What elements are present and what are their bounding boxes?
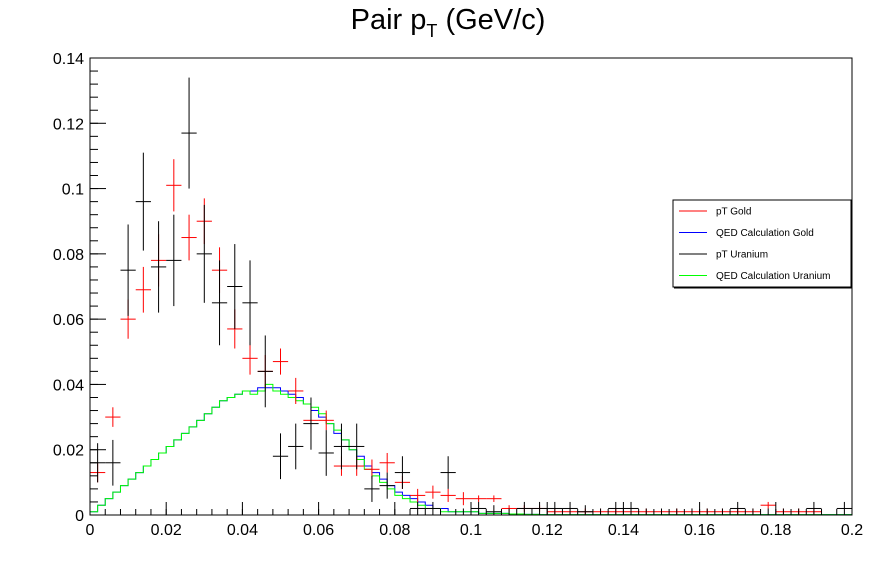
pt-uranium-point <box>288 423 304 470</box>
pt-uranium-point <box>516 501 532 515</box>
pt-uranium-point <box>577 505 593 515</box>
x-tick-label: 0.12 <box>532 522 563 539</box>
y-tick-label: 0.14 <box>53 51 84 68</box>
pt-gold-point <box>471 495 487 502</box>
pt-uranium-point <box>272 433 289 480</box>
x-tick-label: 0.06 <box>303 522 334 539</box>
pt-uranium-point <box>562 501 578 515</box>
pt-uranium-point <box>211 260 228 346</box>
pt-uranium-point <box>166 214 182 307</box>
legend: pT Gold QED Calculation Gold pT Uranium QED… <box>672 199 852 289</box>
pt-gold-point <box>425 485 441 499</box>
legend-label-pt-gold: pT Gold <box>716 207 751 218</box>
legend-label-pt-uranium: pT Uranium <box>716 250 768 261</box>
pt-uranium-point <box>730 501 746 515</box>
pt-uranium-point <box>760 508 776 516</box>
pt-uranium-point <box>150 221 167 313</box>
pt-gold-point <box>181 214 197 261</box>
y-tick-label: 0.04 <box>53 377 84 394</box>
y-tick-label: 0.06 <box>53 312 84 329</box>
pt-gold-point <box>486 495 502 502</box>
pt-uranium-point <box>196 204 212 303</box>
y-tick-label: 0.1 <box>62 182 84 199</box>
pt-uranium-point <box>547 501 563 515</box>
pt-uranium-point <box>486 505 502 515</box>
pt-uranium-point <box>364 475 380 502</box>
pt-uranium-point <box>257 335 273 408</box>
pt-gold-point <box>288 377 304 405</box>
qed-curves <box>89 383 852 516</box>
pt-uranium-point <box>623 501 639 515</box>
x-tick-label: 0.14 <box>608 522 639 539</box>
pt-uranium-point <box>531 501 548 515</box>
pt-uranium-point <box>227 244 243 329</box>
legend-box <box>672 199 852 288</box>
pt-uranium-point <box>806 501 822 515</box>
pt-uranium-point <box>394 456 411 489</box>
pt-uranium-point <box>303 397 319 450</box>
pt-gold-point <box>410 488 426 502</box>
y-tick-label: 0.08 <box>53 247 84 264</box>
pt-gold-point <box>166 159 182 212</box>
x-tick-label: 0.16 <box>684 522 715 539</box>
legend-label-qed-calculation-uranium: QED Calculation Uranium <box>716 271 831 282</box>
pt-uranium-point <box>333 423 350 470</box>
pt-gold-point <box>440 488 456 502</box>
y-axis: 0 0.02 0.04 0.06 0.08 0.1 0.12 0.14 <box>53 51 106 525</box>
pt-gold-point <box>379 452 395 473</box>
pt-gold-point <box>760 501 776 509</box>
pt-uranium-point <box>836 501 852 515</box>
x-tick-label: 0.18 <box>760 522 791 539</box>
y-tick-label: 0.12 <box>53 116 84 133</box>
pt-gold-point <box>105 407 121 427</box>
chart-title-main: Pair p <box>350 4 427 36</box>
data-points <box>90 77 852 516</box>
pt-uranium-point <box>471 501 487 515</box>
pt-uranium-point <box>425 501 441 515</box>
pt-uranium-point <box>440 456 456 489</box>
pt-gold-point <box>135 266 151 313</box>
chart-title-unit: (GeV/c) <box>437 4 546 36</box>
pt-uranium-point <box>318 430 334 476</box>
pt-uranium-point <box>242 260 258 346</box>
y-tick-label: 0.02 <box>53 443 84 460</box>
pt-uranium-point <box>379 472 395 499</box>
qed-calculation-gold-curve <box>89 387 852 516</box>
pt-uranium-point <box>105 439 121 486</box>
pt-uranium-point <box>410 501 426 515</box>
chart-title-subscript: T <box>426 21 438 41</box>
x-tick-label: 0.08 <box>379 522 410 539</box>
pt-uranium-point <box>181 77 197 189</box>
x-tick-label: 0.2 <box>841 522 863 539</box>
pt-uranium-point <box>349 423 365 470</box>
x-axis: 0 0.02 0.04 0.06 0.08 0.1 0.12 0.14 0.16 0.18 0.2 <box>86 502 863 539</box>
pt-gold-point <box>455 492 471 506</box>
qed-calculation-uranium-curve <box>89 383 852 516</box>
x-tick-label: 0.1 <box>460 522 482 539</box>
pt-gold-point <box>272 348 289 375</box>
pt-gold-point <box>318 410 334 431</box>
legend-label-qed-calculation-gold: QED Calculation Gold <box>716 228 814 239</box>
pt-gold-point <box>242 341 258 375</box>
pt-uranium-point <box>608 501 624 515</box>
pt-uranium-point <box>135 152 151 251</box>
pt-uranium-point <box>120 224 136 316</box>
y-tick-label: 0 <box>75 508 84 525</box>
x-tick-label: 0.02 <box>151 522 182 539</box>
chart-title: Pair pT (GeV/c) <box>0 4 896 42</box>
x-tick-label: 0.04 <box>227 522 258 539</box>
x-tick-label: 0 <box>86 522 95 539</box>
